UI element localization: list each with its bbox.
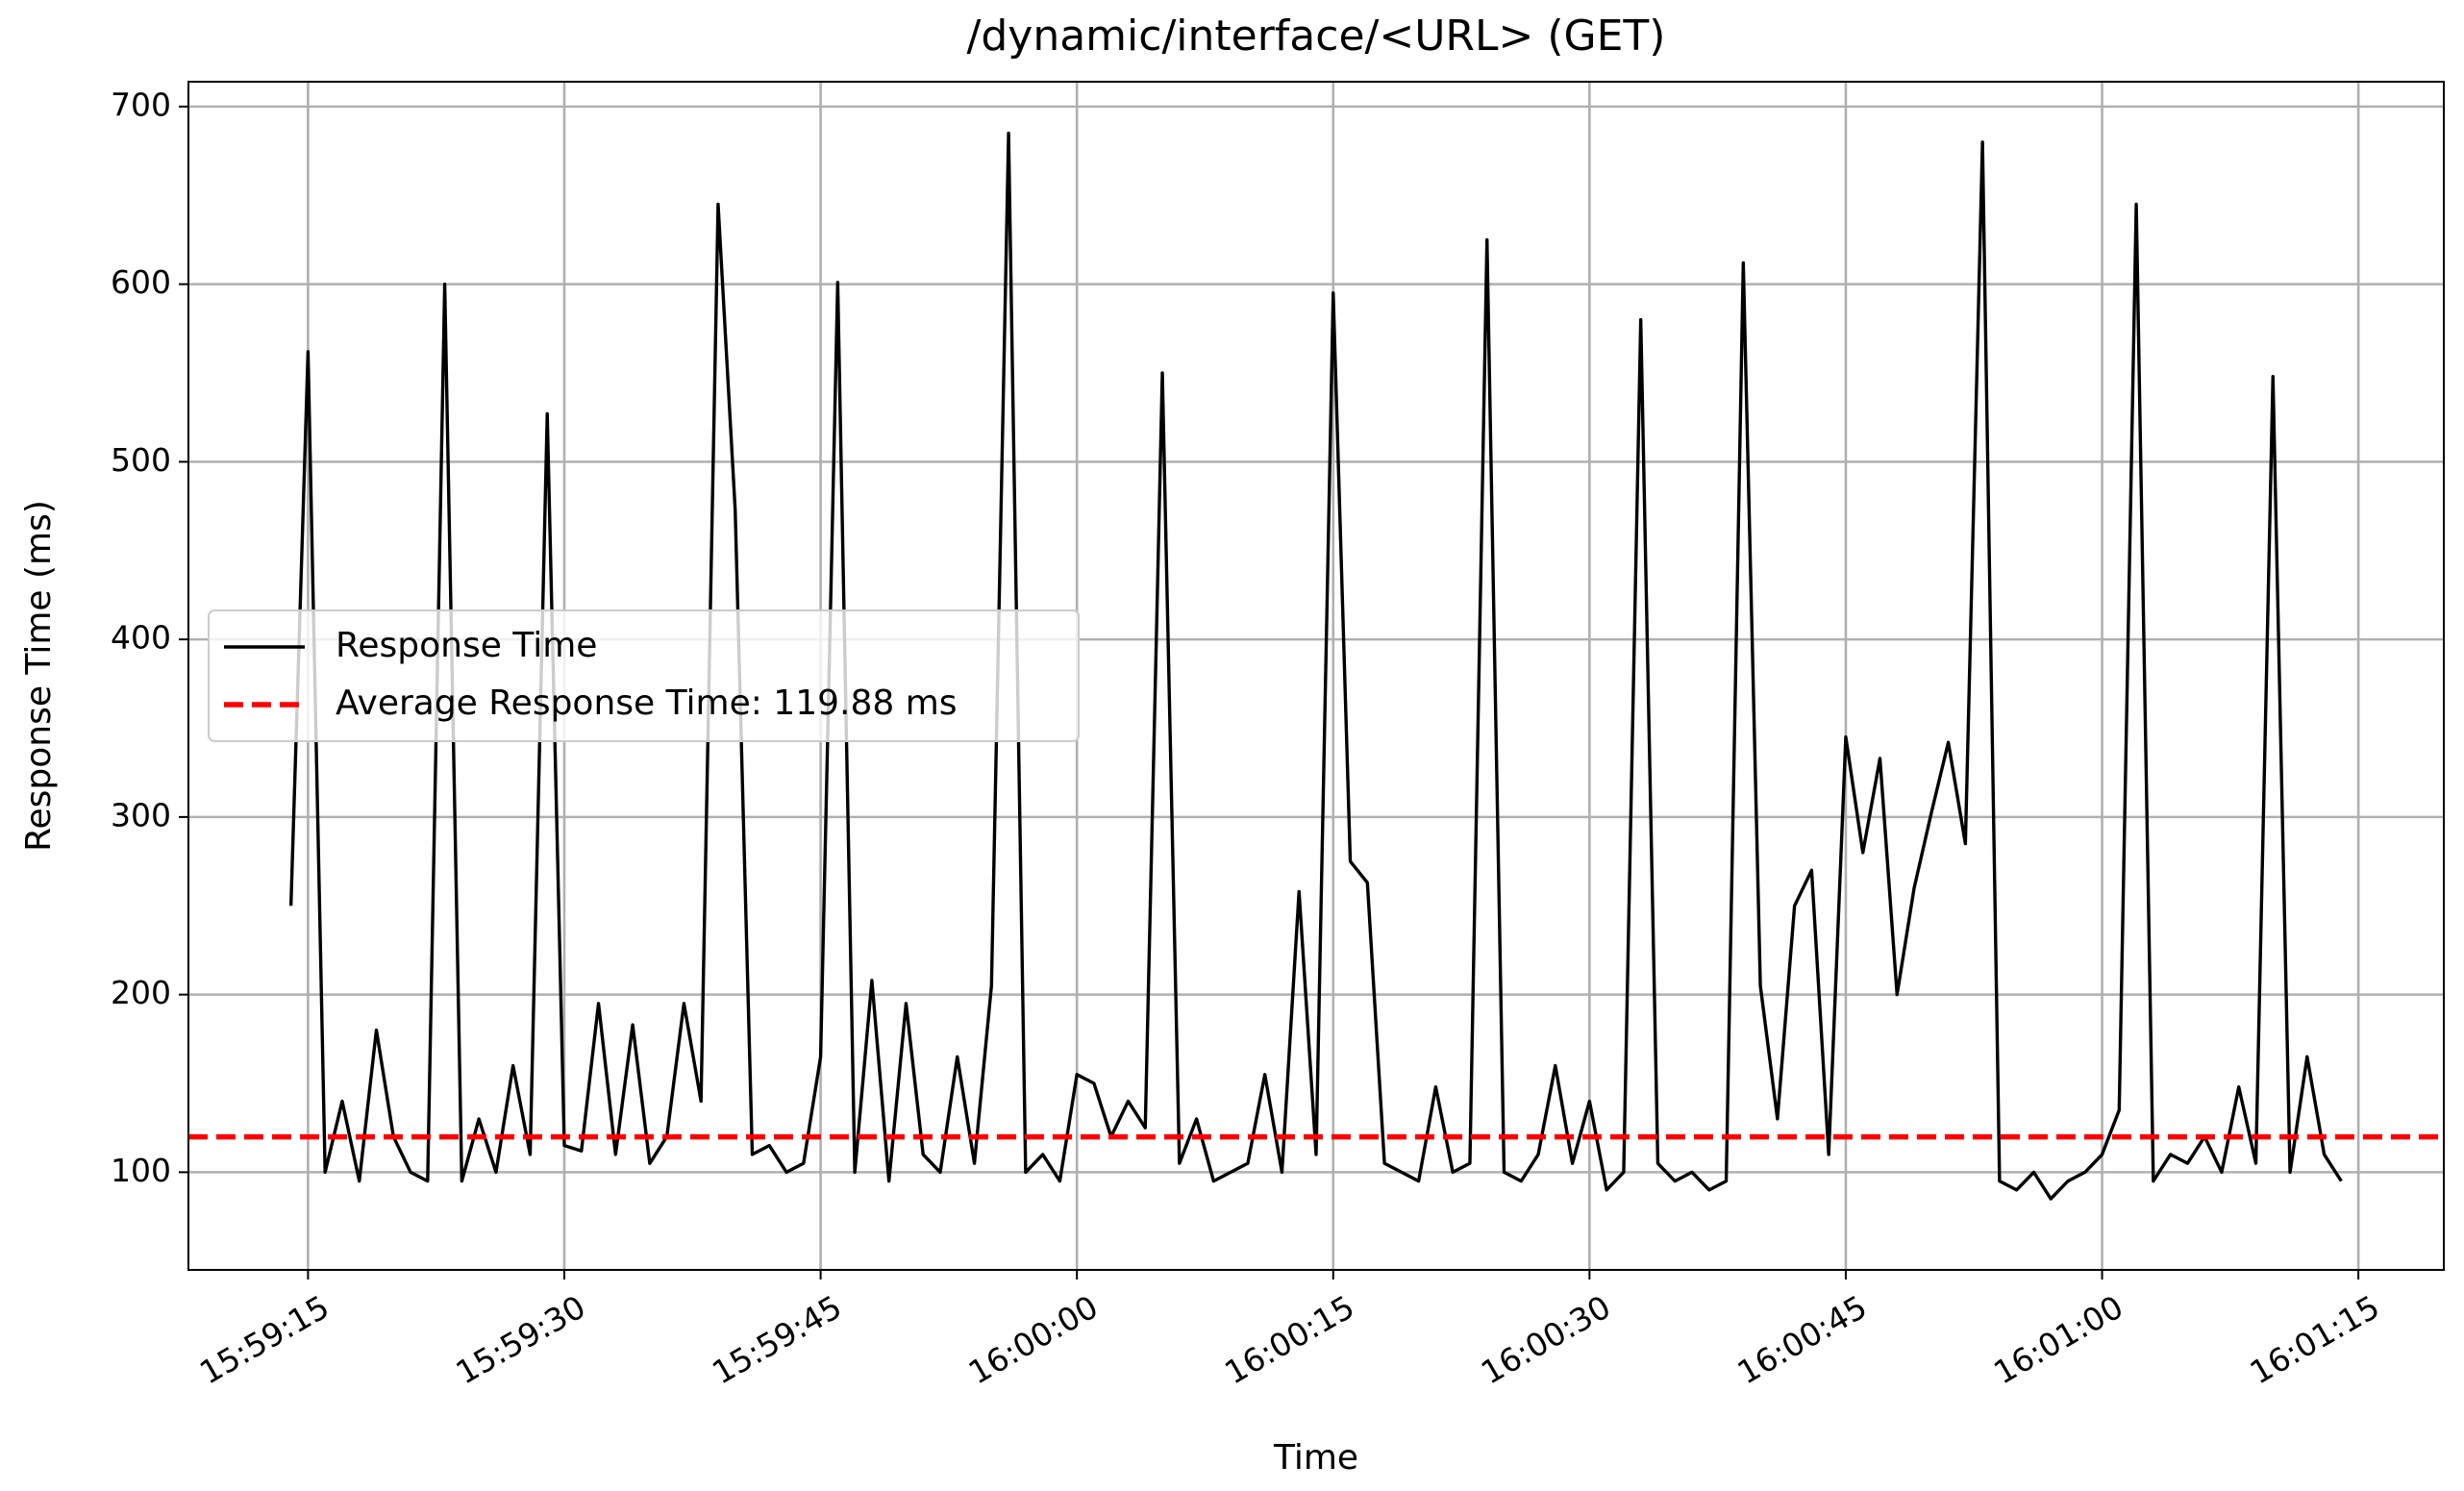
x-tick-label: 16:00:15: [1218, 1288, 1360, 1392]
y-tick-label: 400: [111, 619, 171, 657]
legend-label: Average Response Time: 119.88 ms: [336, 683, 958, 723]
x-tick-label: 15:59:30: [450, 1288, 592, 1392]
y-axis-label: Response Time (ms): [19, 500, 59, 852]
x-tick-label: 15:59:15: [193, 1288, 336, 1392]
y-tick-label: 100: [111, 1152, 171, 1189]
x-tick-label: 16:00:30: [1475, 1288, 1617, 1392]
legend-label: Response Time: [336, 626, 597, 665]
legend: Response Time Average Response Time: 119.…: [208, 609, 1080, 742]
x-axis-label: Time: [1273, 1438, 1358, 1478]
plot-frame: [187, 81, 2445, 1271]
x-tick-label: 15:59:45: [706, 1288, 848, 1392]
y-tick-label: 300: [111, 796, 171, 833]
y-tick-label: 200: [111, 974, 171, 1011]
x-tick-label: 16:00:45: [1730, 1288, 1873, 1392]
y-tick-label: 600: [111, 263, 171, 301]
response-line: [288, 131, 2343, 1201]
x-tick-label: 16:01:00: [1987, 1288, 2129, 1392]
y-tick-label: 700: [111, 86, 171, 123]
x-tick-label: 16:01:15: [2244, 1288, 2386, 1392]
x-tick-label: 16:00:00: [962, 1288, 1105, 1392]
legend-box: [208, 609, 1080, 742]
y-tick-label: 500: [111, 441, 171, 479]
chart-title: /dynamic/interface/<URL> (GET): [967, 12, 1666, 61]
